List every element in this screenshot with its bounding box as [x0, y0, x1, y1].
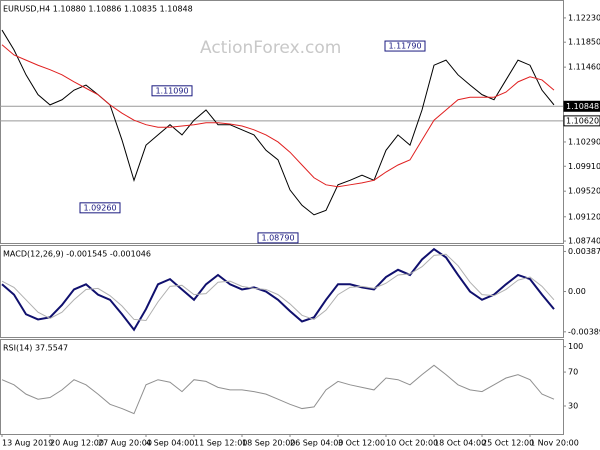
series-line: [1, 29, 555, 216]
x-tick-label: 26 Sep 04:00: [290, 439, 343, 448]
x-tick-label: 1 Nov 20:00: [530, 439, 579, 448]
y-tick-label: 1.10290: [568, 137, 600, 146]
x-tick-label: 4 Sep 04:00: [146, 439, 194, 448]
watermark: ActionForex.com: [200, 38, 341, 58]
y-tick-label: 1.08740: [568, 237, 600, 246]
series-line: [1, 44, 555, 188]
series-line: [1, 247, 555, 332]
y-tick-label: 1.12230: [568, 13, 600, 22]
annotation-label: 1.11790: [388, 42, 421, 51]
price-label: 1.10848: [566, 102, 599, 111]
x-tick-label: 20 Aug 12:00: [50, 439, 104, 448]
panel-frame: [0, 339, 564, 435]
annotation-box: [151, 85, 193, 97]
price-box: [563, 100, 600, 112]
y-tick-label: 100: [568, 342, 583, 351]
y-tick-label: 0.003876: [568, 247, 600, 256]
x-tick-label: 18 Sep 20:00: [242, 439, 295, 448]
annotation-label: 1.11090: [155, 86, 188, 95]
x-tick-label: 18 Oct 04:00: [434, 439, 486, 448]
y-tick-label: 1.09120: [568, 212, 600, 221]
panel-title: EURUSD,H4 1.10880 1.10886 1.10835 1.1084…: [3, 5, 193, 14]
x-tick-label: 27 Aug 20:00: [98, 439, 152, 448]
y-tick-label: 1.11850: [568, 38, 600, 47]
series-line: [1, 253, 555, 321]
annotation-box: [384, 40, 426, 52]
annotation-label: 1.09260: [83, 203, 116, 212]
y-tick-label: 1.09520: [568, 187, 600, 196]
y-tick-label: 0.00: [568, 287, 586, 296]
price-label: 1.10620: [566, 116, 599, 125]
x-tick-label: 25 Oct 12:00: [482, 439, 534, 448]
panel-title: MACD(12,26,9) -0.001545 -0.001046: [3, 250, 151, 259]
panel-title: RSI(14) 37.5547: [3, 344, 68, 353]
series-line: [1, 364, 555, 415]
y-tick-label: 70: [568, 368, 578, 377]
annotation-box: [257, 232, 299, 244]
annotation-label: 1.08790: [261, 233, 294, 242]
price-box: [563, 115, 600, 127]
y-tick-label: -0.003899: [568, 327, 600, 336]
x-tick-label: 10 Oct 20:00: [386, 439, 438, 448]
y-tick-label: 1.09910: [568, 162, 600, 171]
y-tick-label: 30: [568, 402, 578, 411]
annotation-box: [79, 202, 121, 214]
y-tick-label: 1.11460: [568, 63, 600, 72]
x-tick-label: 13 Aug 2019: [2, 439, 53, 448]
x-tick-label: 3 Oct 12:00: [338, 439, 385, 448]
x-tick-label: 11 Sep 12:00: [194, 439, 247, 448]
